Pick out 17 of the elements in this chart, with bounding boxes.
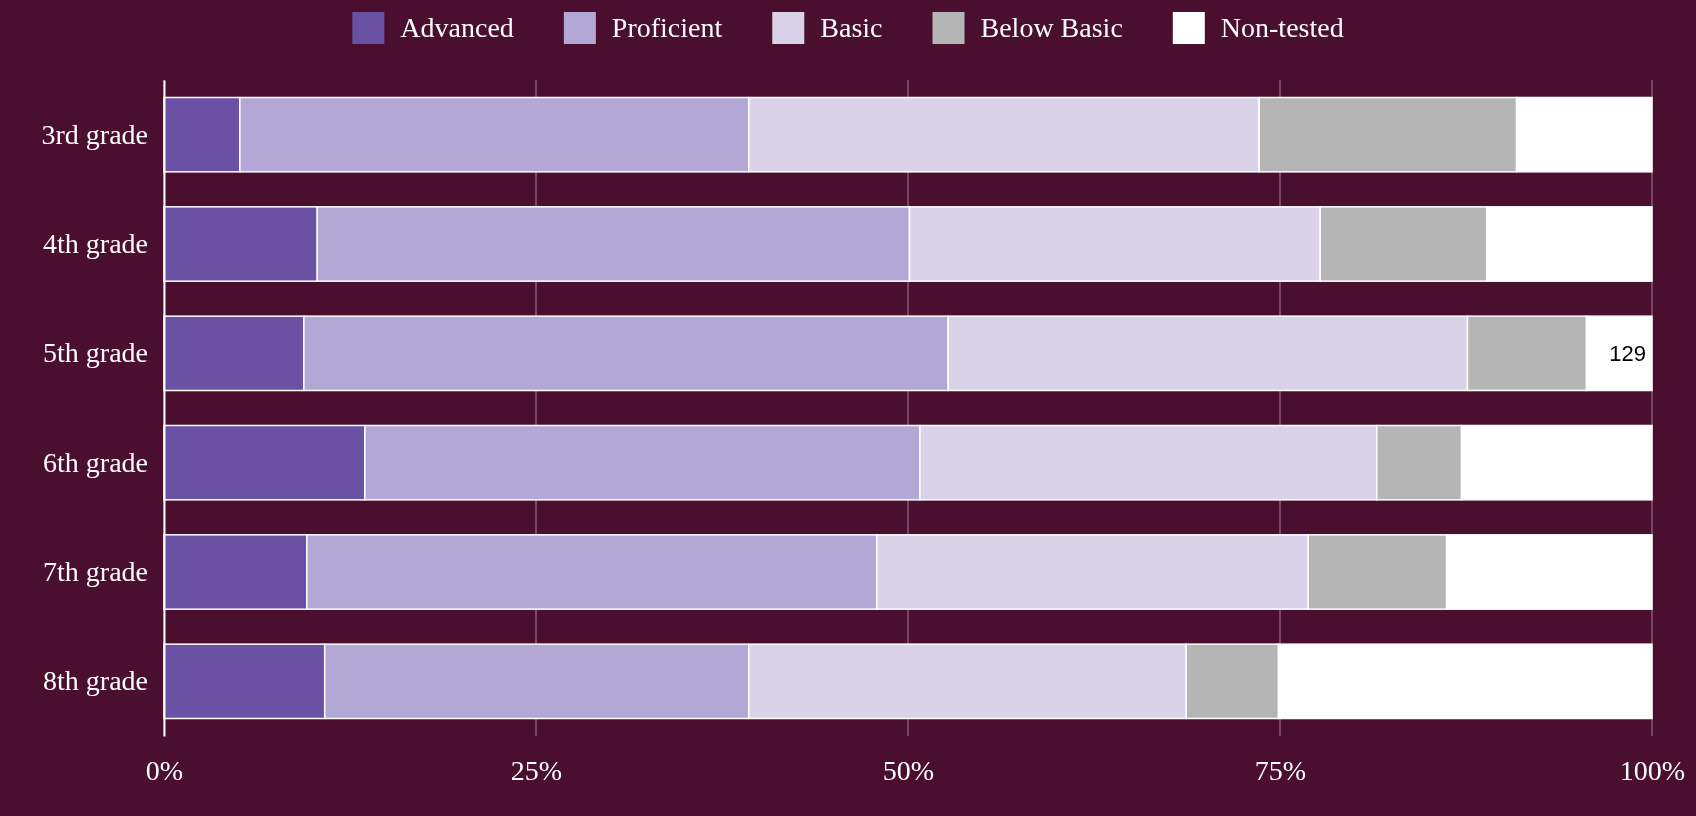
x-tick-label: 0%	[145, 754, 184, 786]
y-tick-label: 8th grade	[43, 665, 148, 697]
legend-label: Advanced	[400, 12, 514, 43]
x-tick-label: 25%	[510, 754, 563, 786]
legend-label: Below Basic	[980, 12, 1123, 43]
legend-label: Non-tested	[1220, 12, 1344, 43]
y-tick-label: 5th grade	[43, 337, 148, 369]
y-tick-label: 6th grade	[43, 446, 148, 478]
legend-label: Basic	[820, 12, 883, 43]
x-tick-label: 50%	[882, 754, 935, 786]
legend-label: Proficient	[611, 12, 723, 43]
x-tick-label: 75%	[1254, 754, 1307, 786]
x-tick-label: 100%	[1619, 754, 1686, 786]
y-tick-label: 4th grade	[43, 227, 148, 259]
y-tick-label: 7th grade	[43, 555, 148, 587]
annotation: 129	[1609, 341, 1646, 367]
y-tick-label: 3rd grade	[41, 118, 148, 150]
